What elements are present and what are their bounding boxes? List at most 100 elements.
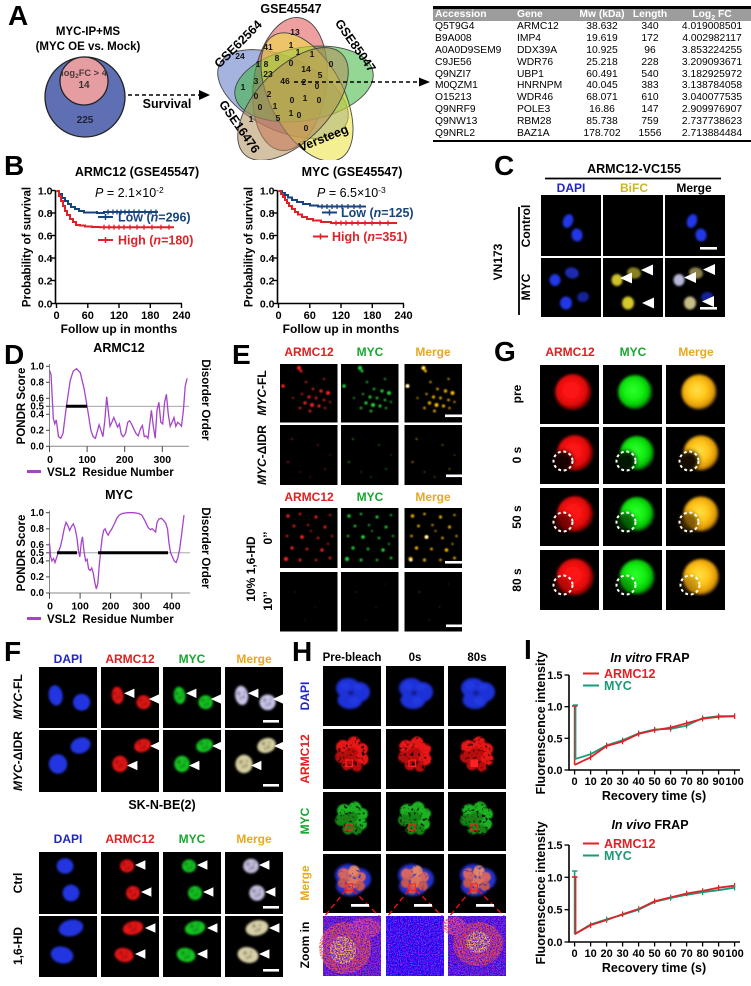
svg-text:Disorder: Disorder — [199, 507, 211, 555]
svg-text:0.0: 0.0 — [547, 765, 562, 777]
svg-text:0: 0 — [289, 58, 294, 68]
svg-text:Merge: Merge — [236, 652, 272, 666]
svg-text:1,6-HD: 1,6-HD — [11, 927, 25, 965]
svg-text:ARMC12: ARMC12 — [604, 667, 655, 681]
svg-text:DAPI: DAPI — [557, 181, 586, 195]
svg-text:0.4: 0.4 — [30, 556, 44, 567]
svg-text:0.0: 0.0 — [260, 299, 275, 311]
svg-text:Residue Number: Residue Number — [82, 467, 174, 479]
svg-text:ARMC12: ARMC12 — [284, 490, 334, 504]
svg-text:50: 50 — [648, 948, 660, 960]
svg-text:In vivo FRAP: In vivo FRAP — [611, 818, 688, 832]
svg-text:1: 1 — [289, 40, 294, 50]
svg-text:60: 60 — [664, 948, 676, 960]
svg-text:30: 30 — [616, 776, 628, 788]
svg-text:Disorder: Disorder — [199, 359, 211, 407]
svg-text:0.8: 0.8 — [30, 524, 44, 535]
svg-text:Fluorenscence intensity: Fluorenscence intensity — [534, 821, 548, 964]
svg-text:0.4: 0.4 — [30, 410, 44, 421]
svg-text:ARMC12: ARMC12 — [604, 837, 655, 851]
svg-text:Follow up in months: Follow up in months — [283, 322, 400, 336]
svg-text:14: 14 — [78, 80, 90, 91]
svg-text:DAPI: DAPI — [54, 832, 83, 846]
svg-text:SK-N-BE(2): SK-N-BE(2) — [128, 798, 195, 812]
svg-text:0: 0 — [329, 59, 334, 69]
svg-text:0.6: 0.6 — [30, 394, 44, 405]
svg-text:20: 20 — [600, 948, 612, 960]
svg-text:VSL2: VSL2 — [47, 614, 76, 626]
svg-text:Probability of survival: Probability of survival — [244, 187, 256, 307]
svg-text:0.2: 0.2 — [38, 276, 53, 288]
svg-text:20: 20 — [600, 776, 612, 788]
svg-text:1: 1 — [249, 114, 254, 124]
svg-text:10: 10 — [584, 776, 596, 788]
svg-text:200: 200 — [116, 454, 134, 466]
svg-text:PONDR Score: PONDR Score — [16, 515, 28, 592]
svg-text:1: 1 — [273, 101, 278, 111]
svg-text:GSE45547: GSE45547 — [260, 2, 321, 16]
svg-text:10: 10 — [584, 948, 596, 960]
svg-text:ARMC12: ARMC12 — [545, 345, 595, 359]
svg-text:BiFC: BiFC — [620, 181, 648, 195]
svg-text:MYC: MYC — [179, 832, 206, 846]
svg-text:46: 46 — [280, 76, 290, 86]
svg-text:0: 0 — [304, 123, 309, 133]
svg-text:1.0: 1.0 — [547, 702, 562, 714]
svg-text:DAPI: DAPI — [54, 652, 83, 666]
svg-text:MYC-FL: MYC-FL — [255, 370, 269, 415]
svg-text:100: 100 — [71, 601, 89, 613]
svg-text:0: 0 — [290, 95, 295, 105]
svg-text:1: 1 — [310, 49, 315, 59]
svg-text:0: 0 — [572, 948, 578, 960]
svg-text:60: 60 — [82, 310, 94, 322]
svg-text:80: 80 — [696, 948, 708, 960]
svg-text:0: 0 — [572, 776, 578, 788]
svg-text:0.0: 0.0 — [38, 299, 53, 311]
svg-text:MYC (GSE45547): MYC (GSE45547) — [302, 165, 403, 179]
svg-text:120: 120 — [332, 310, 350, 322]
svg-text:41: 41 — [263, 42, 273, 52]
svg-text:0.5: 0.5 — [30, 402, 44, 413]
svg-text:0.5: 0.5 — [30, 548, 44, 559]
svg-text:ARMC12: ARMC12 — [105, 832, 155, 846]
svg-text:Zoom in: Zoom in — [298, 922, 312, 969]
svg-text:log2FC > 4: log2FC > 4 — [61, 68, 108, 80]
svg-text:80s: 80s — [467, 652, 486, 664]
svg-text:1.0: 1.0 — [30, 362, 44, 373]
svg-text:0.8: 0.8 — [30, 378, 44, 389]
svg-text:24: 24 — [235, 51, 245, 61]
svg-text:180: 180 — [363, 310, 381, 322]
svg-text:50 s: 50 s — [510, 505, 524, 529]
svg-text:40: 40 — [632, 948, 644, 960]
svg-text:Low (n=296): Low (n=296) — [118, 211, 191, 225]
svg-text:8: 8 — [275, 53, 280, 63]
svg-text:VN173: VN173 — [491, 243, 505, 280]
svg-text:MYC: MYC — [604, 849, 632, 863]
svg-text:MYC: MYC — [105, 488, 133, 502]
svg-text:Ctrl: Ctrl — [11, 873, 25, 894]
svg-text:0 s: 0 s — [510, 446, 524, 463]
svg-text:80 s: 80 s — [510, 568, 524, 592]
svg-text:MYC: MYC — [604, 679, 632, 693]
svg-text:1.0: 1.0 — [547, 872, 562, 884]
svg-text:VSL2: VSL2 — [47, 467, 76, 479]
svg-text:225: 225 — [77, 115, 94, 126]
svg-text:240: 240 — [394, 310, 412, 322]
svg-text:MYC: MYC — [620, 345, 647, 359]
svg-text:Follow up in months: Follow up in months — [61, 322, 178, 336]
svg-text:5: 5 — [276, 113, 281, 123]
svg-text:ARMC12: ARMC12 — [93, 341, 144, 355]
svg-text:60: 60 — [304, 310, 316, 322]
svg-text:0.8: 0.8 — [38, 208, 53, 220]
svg-text:0.5: 0.5 — [547, 905, 562, 917]
svg-text:0: 0 — [275, 310, 281, 322]
svg-text:0: 0 — [315, 81, 320, 91]
svg-text:Merge: Merge — [415, 490, 451, 504]
svg-text:400: 400 — [163, 601, 181, 613]
svg-text:pre: pre — [510, 384, 524, 403]
svg-text:In vitro FRAP: In vitro FRAP — [610, 651, 689, 665]
svg-text:0.2: 0.2 — [30, 572, 44, 583]
svg-text:1.0: 1.0 — [30, 508, 44, 519]
svg-text:ARMC12 (GSE45547): ARMC12 (GSE45547) — [75, 165, 199, 179]
svg-text:10% 1,6-HD: 10% 1,6-HD — [244, 536, 258, 602]
